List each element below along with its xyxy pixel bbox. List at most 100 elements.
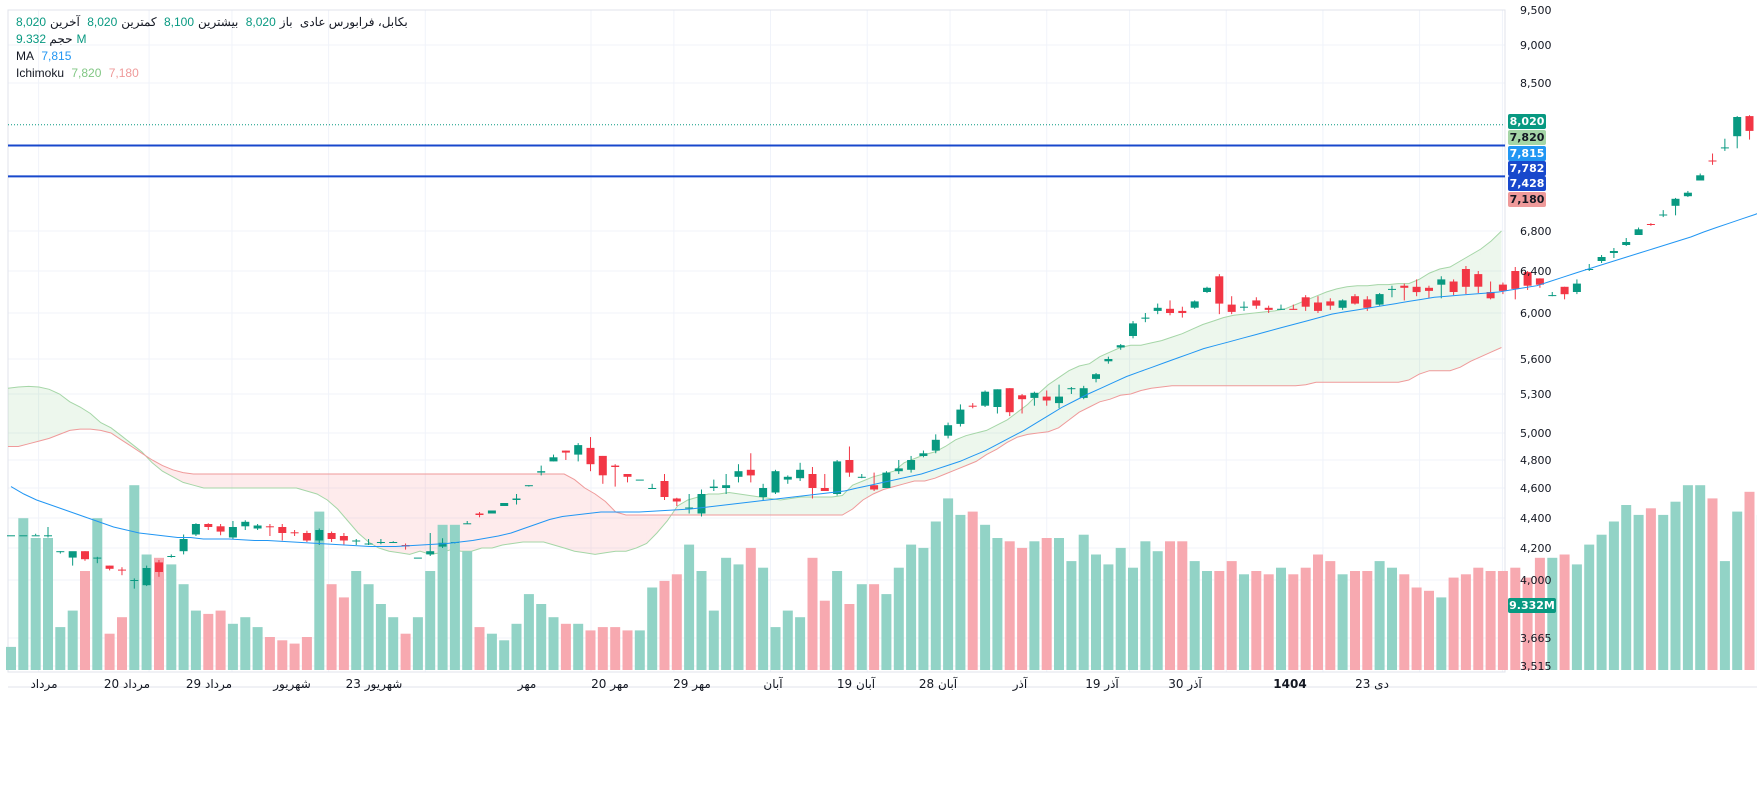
ichimoku-cloud-segment: [1223, 315, 1233, 386]
y-axis-tick-label: 6,800: [1520, 225, 1552, 238]
ichimoku-cloud-segment: [616, 512, 626, 551]
candle-body: [1339, 300, 1347, 307]
candle-body: [907, 460, 915, 470]
candle-body: [969, 406, 977, 407]
y-axis-tick-label: 8,500: [1520, 77, 1552, 90]
legend-ma[interactable]: MA 7,815: [16, 49, 75, 63]
candle-body: [698, 494, 706, 514]
volume-bar: [462, 551, 472, 670]
volume-bar: [1313, 555, 1323, 671]
volume-bar: [512, 624, 522, 670]
candle-body: [1043, 397, 1051, 401]
volume-bar: [179, 584, 189, 670]
volume-bar: [709, 611, 719, 670]
candle-body: [525, 485, 533, 486]
ichimoku-cloud-segment: [399, 474, 409, 554]
legend-volume[interactable]: حجم 9.332M: [16, 32, 91, 46]
ichimoku-cloud-segment: [255, 474, 265, 488]
volume-bar: [660, 581, 670, 670]
ichimoku-cloud-segment: [214, 474, 224, 488]
ichimoku-cloud-segment: [461, 474, 471, 551]
volume-bar: [1091, 555, 1101, 671]
ichimoku-cloud-segment: [18, 386, 28, 446]
volume-bar: [1412, 588, 1422, 671]
ichimoku-cloud-segment: [1399, 284, 1409, 383]
volume-bar: [339, 597, 349, 670]
candle-body: [1400, 286, 1408, 288]
volume-bar: [277, 640, 287, 670]
y-axis-tick-label: 4,800: [1520, 454, 1552, 467]
volume-bar: [943, 498, 953, 670]
volume-bar: [1473, 568, 1483, 670]
ichimoku-cloud-segment: [585, 488, 595, 554]
candle-body: [981, 392, 989, 406]
volume-bar: [1128, 568, 1138, 670]
volume-bar: [1461, 574, 1471, 670]
ichimoku-cloud-segment: [832, 496, 842, 516]
volume-bar: [1202, 571, 1212, 670]
candle-body: [1388, 289, 1396, 290]
ichimoku-cloud-segment: [822, 497, 832, 515]
ichimoku-cloud-segment: [791, 497, 801, 515]
volume-bar: [881, 594, 891, 670]
candle-body: [1141, 318, 1149, 319]
candle-body: [550, 457, 558, 461]
ichimoku-cloud-segment: [420, 474, 430, 554]
candle-body: [1154, 308, 1162, 311]
candle-body: [882, 473, 890, 488]
legend-high-label: بیشترین: [198, 15, 238, 29]
candle-body: [81, 551, 89, 559]
ichimoku-cloud-segment: [1254, 312, 1264, 386]
x-axis-tick-label: 20 مرداد: [104, 677, 150, 692]
volume-bar: [1239, 574, 1249, 670]
candle: [192, 523, 200, 536]
volume-bar: [808, 558, 818, 670]
volume-bar: [1103, 564, 1113, 670]
candle-body: [1178, 311, 1186, 313]
candle-body: [377, 542, 385, 543]
volume-bar: [844, 604, 854, 670]
candle-body: [1709, 161, 1717, 162]
volume-bar: [499, 640, 509, 670]
y-axis-tick-label: 6,000: [1520, 307, 1552, 320]
volume-bar: [191, 611, 201, 670]
candle-body: [1265, 308, 1273, 310]
candle-body: [1277, 309, 1285, 310]
legend-ichimoku[interactable]: Ichimoku 7,820 7,180: [16, 66, 143, 80]
candle-body: [611, 466, 619, 467]
y-axis-tick-label: 9,500: [1520, 4, 1552, 17]
volume-bar: [1350, 571, 1360, 670]
candle-body: [1499, 285, 1507, 291]
x-axis-tick-label: 20 مهر: [591, 677, 629, 692]
legend-low-value: 8,020: [87, 15, 117, 29]
x-axis-tick-label: آبان: [763, 676, 783, 691]
candle-body: [266, 526, 274, 527]
candle-body: [587, 448, 595, 464]
volume-bar: [1695, 485, 1705, 670]
volume-bar: [1399, 574, 1409, 670]
price-tag-label: 7,820: [1510, 131, 1545, 144]
volume-bar: [1658, 515, 1668, 670]
ichimoku-cloud-segment: [8, 387, 18, 447]
candle-body: [118, 570, 126, 571]
ichimoku-cloud-segment: [286, 474, 296, 488]
volume-bar: [1029, 541, 1039, 670]
ichimoku-cloud-segment: [1265, 311, 1275, 386]
legend-high-value: 8,100: [164, 15, 194, 29]
ichimoku-cloud-segment: [575, 480, 585, 553]
volume-bar: [1140, 541, 1150, 670]
candle-body: [895, 468, 903, 471]
candle-body: [44, 535, 52, 536]
ichimoku-cloud-segment: [1079, 364, 1089, 413]
volume-bar: [1708, 498, 1718, 670]
ichimoku-cloud-segment: [1409, 279, 1419, 380]
candle: [772, 470, 780, 494]
volume-bar: [43, 538, 53, 670]
candle-body: [241, 522, 249, 527]
volume-bar: [771, 627, 781, 670]
volume-bar: [105, 634, 115, 670]
y-axis-tick-label: 3,665: [1520, 632, 1552, 645]
ichimoku-cloud-segment: [1182, 329, 1192, 386]
